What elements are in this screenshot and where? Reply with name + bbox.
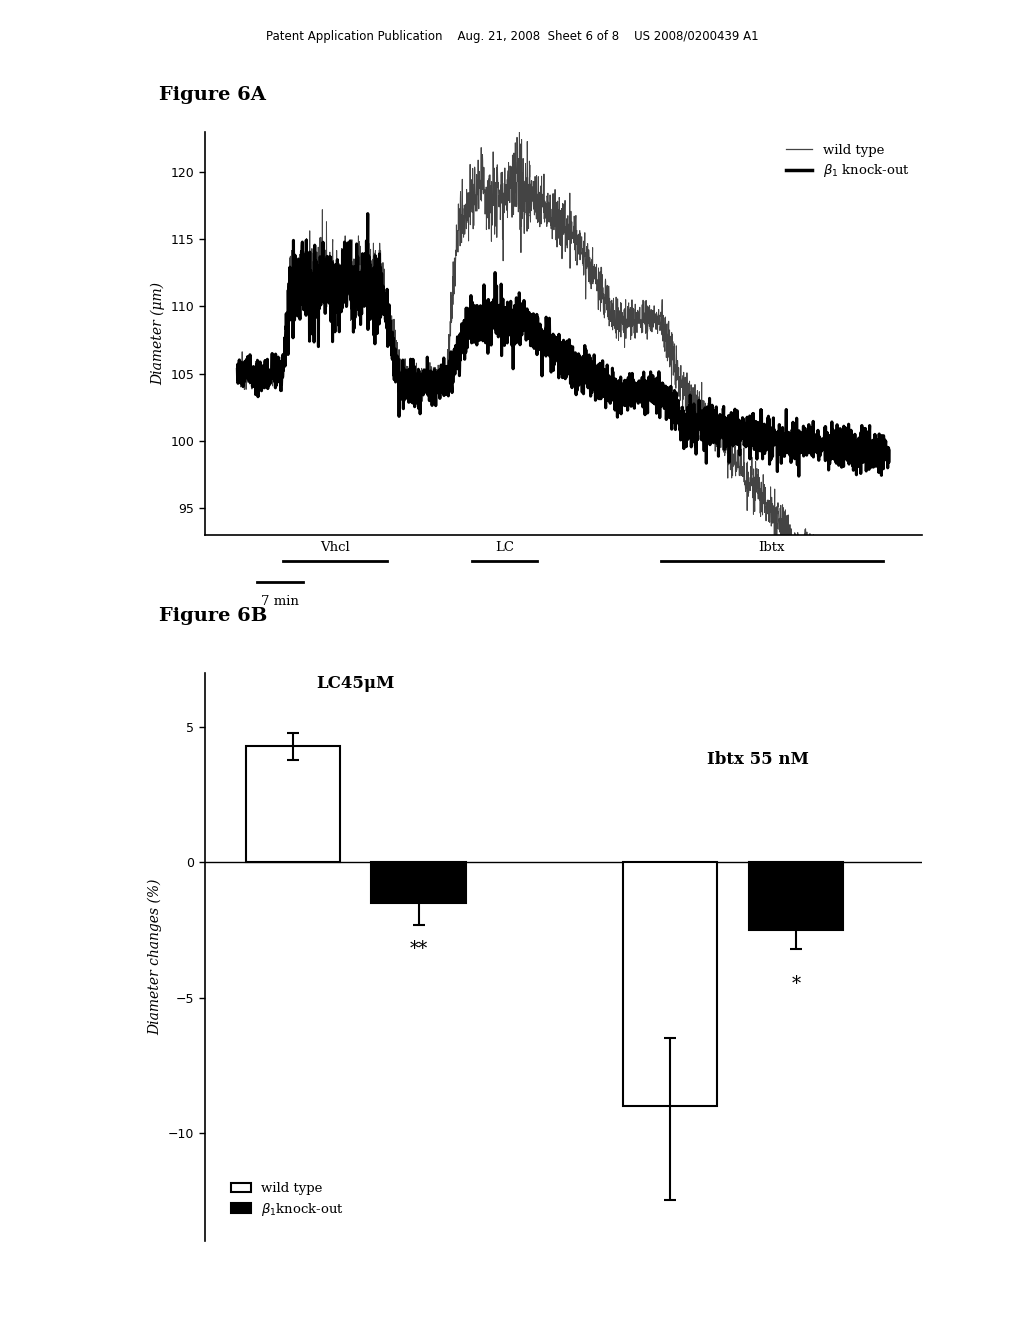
Text: LC45μM: LC45μM (316, 675, 395, 692)
Bar (749, 862, 843, 931)
Legend: wild type, $\beta_1$knock-out: wild type, $\beta_1$knock-out (225, 1177, 349, 1222)
Bar (372, 862, 466, 903)
Text: Ibtx 55 nM: Ibtx 55 nM (708, 751, 809, 768)
Y-axis label: Diameter (μm): Diameter (μm) (151, 281, 165, 385)
Text: LC: LC (495, 541, 514, 554)
Text: Ibtx: Ibtx (759, 541, 785, 554)
Text: Patent Application Publication    Aug. 21, 2008  Sheet 6 of 8    US 2008/0200439: Patent Application Publication Aug. 21, … (265, 30, 759, 44)
Text: Vhcl: Vhcl (321, 541, 350, 554)
Text: Figure 6A: Figure 6A (159, 86, 265, 104)
Bar (623, 862, 717, 1106)
Text: **: ** (410, 940, 428, 958)
Text: 7 min: 7 min (261, 595, 299, 609)
Bar (246, 746, 340, 862)
Y-axis label: Diameter changes (%): Diameter changes (%) (148, 879, 163, 1035)
Text: Figure 6B: Figure 6B (159, 607, 267, 626)
Legend: wild type, $\beta_1$ knock-out: wild type, $\beta_1$ knock-out (780, 139, 915, 185)
Text: *: * (792, 975, 801, 993)
